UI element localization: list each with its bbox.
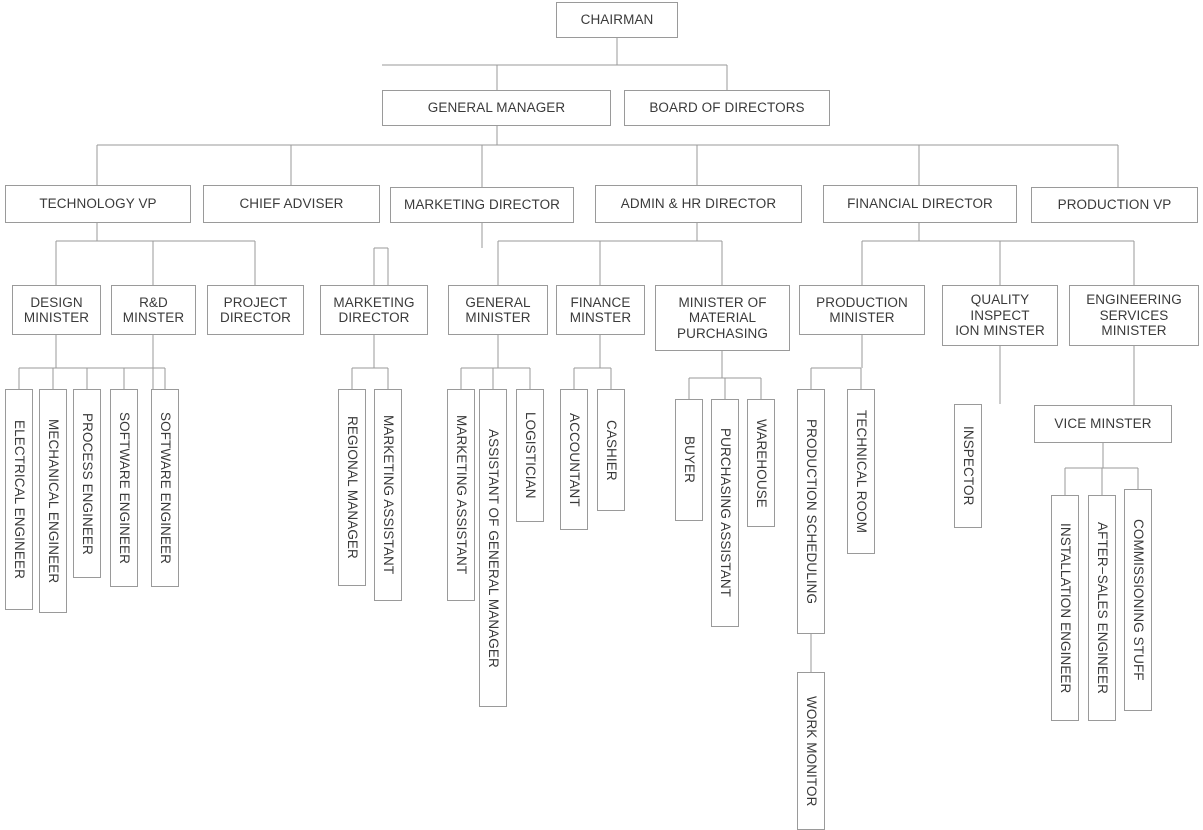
connector-path xyxy=(573,335,612,389)
org-node-technical-room[interactable]: TECHNICAL ROOM xyxy=(847,389,875,554)
org-node-vice-minster[interactable]: VICE MINSTER xyxy=(1034,405,1172,443)
org-node-chairman[interactable]: CHAIRMAN xyxy=(556,2,678,38)
org-node-production-scheduling[interactable]: PRODUCTION SCHEDULING xyxy=(797,389,825,634)
org-node-board-directors[interactable]: BOARD OF DIRECTORS xyxy=(624,90,830,126)
org-node-technology-vp[interactable]: TECHNOLOGY VP xyxy=(5,185,191,223)
org-node-general-minister[interactable]: GENERAL MINISTER xyxy=(448,285,548,335)
org-node-after-sales-engineer[interactable]: AFTER−SALES ENGINEER xyxy=(1088,495,1116,721)
connector-path xyxy=(497,223,723,285)
org-node-regional-manager[interactable]: REGIONAL MANAGER xyxy=(338,389,366,586)
org-node-rd-minster[interactable]: R&D MINSTER xyxy=(111,285,196,335)
org-node-project-director[interactable]: PROJECT DIRECTOR xyxy=(207,285,304,335)
org-node-buyer[interactable]: BUYER xyxy=(675,399,703,521)
org-node-design-minister[interactable]: DESIGN MINISTER xyxy=(12,285,101,335)
org-node-work-monitor[interactable]: WORK MONITOR xyxy=(797,672,825,830)
org-node-engineering-services[interactable]: ENGINEERING SERVICES MINISTER xyxy=(1069,285,1199,346)
org-node-software-engineer-2[interactable]: SOFTWARE ENGINEER xyxy=(151,389,179,587)
org-node-assistant-general-mgr[interactable]: ASSISTANT OF GENERAL MANAGER xyxy=(479,389,507,707)
org-node-production-minister[interactable]: PRODUCTION MINISTER xyxy=(799,285,925,335)
connector-path xyxy=(18,335,166,389)
org-node-logistician[interactable]: LOGISTICIAN xyxy=(516,389,544,522)
org-node-finance-minster[interactable]: FINANCE MINSTER xyxy=(556,285,645,335)
org-node-commissioning-stuff[interactable]: COMMISSIONING STUFF xyxy=(1124,489,1152,711)
connector-path xyxy=(96,126,1119,187)
org-node-process-engineer[interactable]: PROCESS ENGINEER xyxy=(73,389,101,578)
org-node-inspector[interactable]: INSPECTOR xyxy=(954,404,982,528)
connector-path xyxy=(810,335,863,389)
org-node-quality-inspection[interactable]: QUALITY INSPECT ION MINSTER xyxy=(942,285,1058,346)
org-node-accountant[interactable]: ACCOUNTANT xyxy=(560,389,588,530)
connector-path xyxy=(382,38,728,90)
org-node-warehouse[interactable]: WAREHOUSE xyxy=(747,399,775,527)
connector-path xyxy=(373,223,483,285)
connector-path xyxy=(351,335,389,389)
org-node-general-manager[interactable]: GENERAL MANAGER xyxy=(382,90,611,126)
connector-path xyxy=(55,223,256,285)
org-node-marketing-director-2[interactable]: MARKETING DIRECTOR xyxy=(320,285,428,335)
org-node-purchasing-assistant[interactable]: PURCHASING ASSISTANT xyxy=(711,399,739,627)
org-node-marketing-director[interactable]: MARKETING DIRECTOR xyxy=(390,187,574,223)
org-node-marketing-assistant-2[interactable]: MARKETING ASSISTANT xyxy=(447,389,475,601)
org-node-minister-material[interactable]: MINISTER OF MATERIAL PURCHASING xyxy=(655,285,790,351)
connector-path xyxy=(861,223,1135,285)
org-node-production-vp[interactable]: PRODUCTION VP xyxy=(1031,187,1198,223)
org-node-chief-adviser[interactable]: CHIEF ADVISER xyxy=(203,185,380,223)
connector-path xyxy=(460,335,531,389)
org-node-cashier[interactable]: CASHIER xyxy=(597,389,625,511)
connector-path xyxy=(688,351,762,399)
org-node-marketing-assistant[interactable]: MARKETING ASSISTANT xyxy=(374,389,402,601)
org-node-financial-director[interactable]: FINANCIAL DIRECTOR xyxy=(823,185,1017,223)
org-node-admin-hr-director[interactable]: ADMIN & HR DIRECTOR xyxy=(595,185,802,223)
org-node-installation-engineer[interactable]: INSTALLATION ENGINEER xyxy=(1051,495,1079,721)
org-node-electrical-engineer[interactable]: ELECTRICAL ENGINEER xyxy=(5,389,33,610)
org-node-software-engineer-1[interactable]: SOFTWARE ENGINEER xyxy=(110,389,138,587)
org-node-mechanical-engineer[interactable]: MECHANICAL ENGINEER xyxy=(39,389,67,613)
connector-path xyxy=(1064,443,1139,495)
